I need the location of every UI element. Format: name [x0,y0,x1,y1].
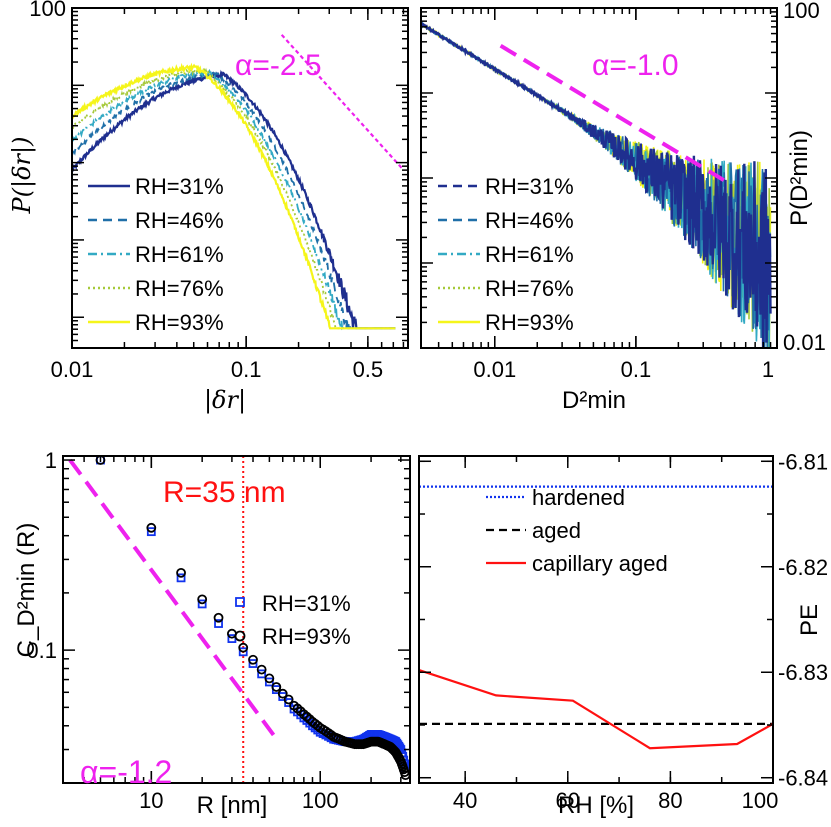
x-tick-label: 1 [762,357,774,382]
x-tick-label: 100 [742,788,779,813]
point-rh31 [248,659,258,668]
panel-c-frame [62,455,411,784]
legend-swatch-circle [234,630,246,642]
point-rh93 [256,664,267,675]
y-tick-label: 1 [45,448,57,473]
legend-label: RH=46% [135,208,224,233]
point-rh93 [326,730,337,740]
panel-correlation: 10 100 1 0.1 C_D²min (R) R [nm] α=-1.2 R=35… [13,448,411,819]
x-tick-label: 0.5 [353,357,384,382]
legend-label: RH=93% [135,310,224,335]
point-rh93 [213,612,224,623]
panel-b-alpha-annotation: α=-1.0 [592,49,679,82]
legend-label: RH=31% [262,591,351,616]
point-rh93 [197,594,208,605]
panel-d2min-distribution: 0.01 0.1 1 100 0.01 P(D²min) D²min α=-1.0 RH… [420,0,826,414]
y-tick-label: 100 [783,0,820,23]
point-rh31 [176,573,186,583]
point-rh93 [146,522,157,533]
panel-potential-energy: 40 60 80 100-6.81-6.82-6.83-6.84 PE RH [%] … [418,449,828,819]
legend-label: RH=31% [135,174,224,199]
reference-slope-line [499,44,725,182]
point-rh93 [277,688,288,699]
panel-a-ylabel: P(|δr|) [8,137,37,215]
point-rh93 [176,567,186,578]
point-rh31 [146,527,156,537]
curve-RH=93% [72,62,396,330]
legend-label: RH=93% [262,624,351,649]
line-capillary-aged [419,669,773,750]
point-rh31 [264,677,274,687]
panel-a-alpha-annotation: α=-2.5 [235,49,322,82]
curve-RH=31% [421,21,772,348]
x-tick-label: 0.1 [621,357,652,382]
y-tick-label: 100 [29,0,66,21]
panel-a-xlabel: |δr| [204,386,246,415]
legend-label: capillary aged [532,551,668,576]
point-rh93 [238,642,249,653]
x-tick-label: 40 [453,788,477,813]
curve-RH=46% [72,70,396,330]
panel-d-ylabel: PE [796,604,823,636]
x-tick-label: 0.01 [51,357,94,382]
y-tick-label: 0.1 [26,638,57,663]
panel-d-xlabel: RH [%] [558,792,634,819]
point-rh93 [264,673,275,684]
curve-RH=61% [72,68,396,331]
x-tick-label: 0.01 [473,357,516,382]
legend-label: aged [532,518,581,543]
x-tick-label: 100 [302,788,339,813]
panel-a-frame [71,7,409,349]
legend-label: RH=76% [135,276,224,301]
panel-b-xlabel: D²min [562,387,626,414]
point-rh31 [214,619,223,628]
curve-RH=76% [72,66,396,330]
point-rh93 [271,682,282,692]
legend-swatch-square [235,597,245,607]
y-tick-label: -6.81 [778,449,828,474]
legend-label: RH=93% [485,310,574,335]
legend-label: RH=46% [485,208,574,233]
legend-label: RH=31% [485,174,574,199]
panel-c-xlabel: R [nm] [197,792,268,819]
y-tick-label: -6.82 [778,555,828,580]
point-rh93 [283,694,294,705]
panel-c-r35-annotation: R=35 nm [163,476,286,509]
point-rh31 [238,647,248,657]
curve-RH=31% [72,69,396,330]
legend-label: RH=61% [135,242,224,267]
point-rh31 [257,669,267,679]
x-tick-label: 10 [139,788,163,813]
panel-c-alpha-annotation: α=-1.2 [80,754,172,790]
x-tick-label: 0.1 [231,357,262,382]
y-tick-label: -6.83 [778,660,828,685]
panel-c-ylabel: C_D²min (R) [13,523,40,658]
reference-slope-line [68,458,280,742]
legend-label: RH=76% [485,276,574,301]
y-tick-label: 0.01 [783,330,826,355]
point-rh93 [248,654,258,665]
x-tick-label: 80 [658,788,682,813]
x-tick-label: 60 [556,788,580,813]
reference-slope-line [280,34,405,171]
y-tick-label: -6.84 [778,766,828,791]
panel-b-ylabel: P(D²min) [786,130,813,226]
legend-label: hardened [532,485,625,510]
legend-label: RH=61% [485,242,574,267]
panel-delta-r-distribution: 0.01 0.1 0.5 100 P(|δr|) |δr| α=-2.5 RH=31%… [8,0,409,415]
point-rh31 [197,599,207,609]
